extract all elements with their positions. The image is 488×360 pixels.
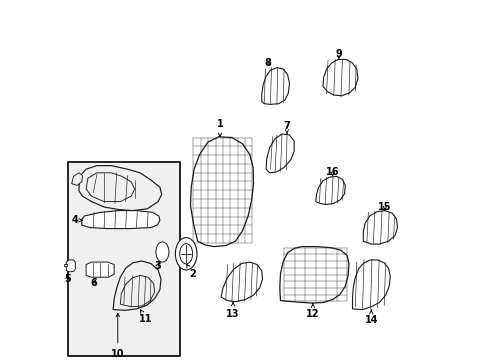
Polygon shape xyxy=(363,211,397,244)
Text: 10: 10 xyxy=(111,314,124,359)
Ellipse shape xyxy=(179,244,192,264)
Polygon shape xyxy=(66,260,75,272)
Text: 4: 4 xyxy=(72,215,82,225)
Polygon shape xyxy=(221,262,262,302)
Polygon shape xyxy=(81,211,160,229)
Text: 8: 8 xyxy=(264,58,271,68)
Text: 7: 7 xyxy=(283,121,290,134)
Text: 3: 3 xyxy=(154,261,161,271)
Text: 6: 6 xyxy=(90,278,97,288)
Text: 15: 15 xyxy=(377,202,391,212)
Ellipse shape xyxy=(156,242,168,262)
Polygon shape xyxy=(64,264,66,266)
Polygon shape xyxy=(86,173,134,202)
Polygon shape xyxy=(261,68,289,104)
Text: 16: 16 xyxy=(325,167,339,177)
Polygon shape xyxy=(113,261,161,310)
Polygon shape xyxy=(265,134,294,173)
Ellipse shape xyxy=(175,238,197,270)
Text: 12: 12 xyxy=(305,303,319,319)
Polygon shape xyxy=(79,166,162,211)
Bar xyxy=(68,162,179,356)
Polygon shape xyxy=(120,275,154,307)
Polygon shape xyxy=(72,173,82,185)
Text: 14: 14 xyxy=(364,310,377,325)
Polygon shape xyxy=(315,176,345,204)
Polygon shape xyxy=(190,137,253,247)
Text: 11: 11 xyxy=(139,310,152,324)
Text: 2: 2 xyxy=(186,264,195,279)
Polygon shape xyxy=(352,260,389,310)
Polygon shape xyxy=(279,247,348,303)
Text: 1: 1 xyxy=(216,119,223,136)
Text: 5: 5 xyxy=(64,274,71,284)
Text: 9: 9 xyxy=(335,49,342,59)
Polygon shape xyxy=(86,262,114,277)
Polygon shape xyxy=(322,59,357,96)
Text: 13: 13 xyxy=(226,303,239,319)
